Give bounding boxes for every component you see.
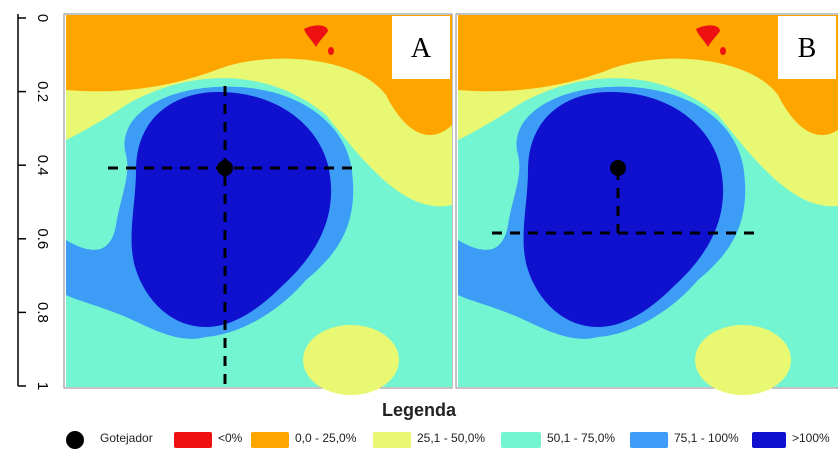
legend-label: 75,1 - 100%	[674, 431, 739, 445]
legend-label: >100%	[792, 431, 830, 445]
legend-swatch	[251, 432, 289, 448]
y-tick-label: 0.8	[34, 302, 51, 323]
legend-dot-icon	[66, 431, 84, 449]
y-tick-label: 0.4	[34, 155, 51, 176]
legend-label: 25,1 - 50,0%	[417, 431, 486, 445]
panel-b-label-box	[778, 16, 836, 79]
legend-title: Legenda	[381, 400, 456, 420]
legend-label: <0%	[218, 431, 243, 445]
panel-b: B	[455, 13, 838, 395]
legend-swatch	[752, 432, 786, 448]
legend-label: Gotejador	[100, 431, 153, 445]
y-tick-label: 0.6	[34, 228, 51, 249]
panel-a-label-box	[392, 16, 450, 79]
y-tick-label: 1	[34, 382, 51, 390]
legend-swatch	[501, 432, 541, 448]
panel-a-dripper-marker	[217, 160, 233, 176]
panel-a-label: A	[411, 33, 432, 64]
legend: Gotejador <0% 0,0 - 25,0% 25,1 - 50,0% 50,1 …	[0, 428, 838, 454]
legend-swatch	[630, 432, 668, 448]
panel-b-dripper-marker	[610, 160, 626, 176]
y-axis-ticks: 0 0.2 0.4 0.6 0.8 1	[18, 14, 51, 390]
legend-label: 50,1 - 75,0%	[547, 431, 616, 445]
panel-a: A	[63, 13, 453, 395]
legend-swatch	[174, 432, 212, 448]
y-axis: 0 0.2 0.4 0.6 0.8 1	[17, 14, 51, 390]
panel-b-label: B	[798, 33, 817, 64]
y-tick-label: 0.2	[34, 81, 51, 102]
y-tick-label: 0	[34, 14, 51, 22]
legend-label: 0,0 - 25,0%	[295, 431, 357, 445]
figure-canvas: 0 0.2 0.4 0.6 0.8 1 A B	[17, 13, 838, 395]
legend-swatch	[373, 432, 411, 448]
